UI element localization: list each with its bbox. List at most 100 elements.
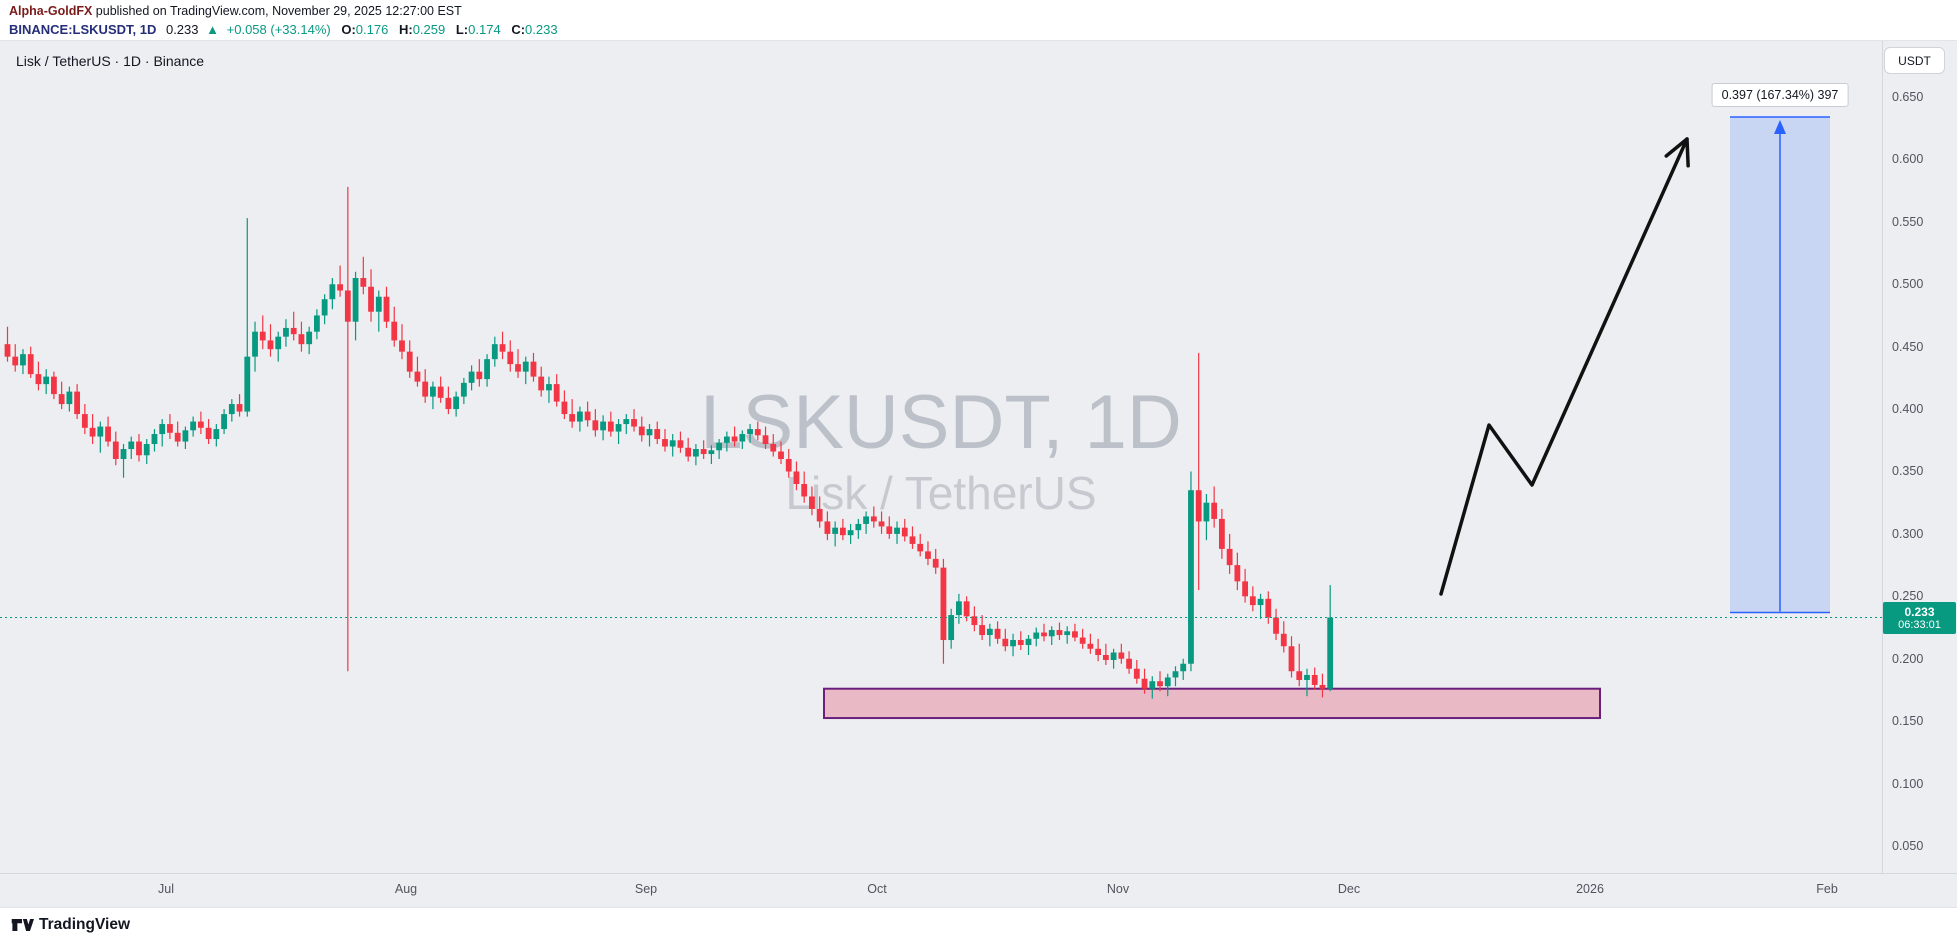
candle <box>677 431 684 453</box>
candle <box>236 394 243 417</box>
candle <box>4 326 11 362</box>
bar-countdown: 06:33:01 <box>1898 618 1941 631</box>
range-arrowhead-icon <box>1774 119 1786 134</box>
candle <box>1010 633 1016 657</box>
candle <box>437 376 444 403</box>
candle <box>747 424 753 443</box>
candle <box>522 356 529 385</box>
candle <box>1133 659 1140 684</box>
candle <box>375 290 382 332</box>
candle <box>337 265 344 297</box>
price-range-label: 0.397 (167.34%) 397 <box>1711 83 1849 107</box>
candle <box>1118 643 1125 664</box>
candle <box>863 511 869 534</box>
candle <box>1195 352 1202 591</box>
time-axis-label: 2026 <box>1576 882 1604 896</box>
candle <box>1002 628 1009 652</box>
price-tick: 0.100 <box>1892 776 1924 791</box>
publisher-name: Alpha-GoldFX <box>9 4 93 18</box>
candle <box>20 349 26 375</box>
candle <box>213 424 220 447</box>
candle <box>1296 643 1303 687</box>
price-tick: 0.350 <box>1892 464 1924 479</box>
candle <box>1257 593 1264 619</box>
candle <box>546 376 552 403</box>
candle <box>507 340 514 372</box>
price-tick: 0.650 <box>1892 90 1924 104</box>
candle <box>855 518 862 539</box>
candle <box>244 218 251 417</box>
low-label: L: <box>455 22 469 37</box>
candle <box>1102 643 1109 665</box>
candle <box>584 401 591 427</box>
symbol-name: BINANCE:LSKUSDT, 1D <box>9 22 157 37</box>
candle <box>700 440 707 460</box>
candle <box>569 399 576 428</box>
candle <box>1280 621 1287 653</box>
time-axis[interactable]: Jul Aug Sep Oct Nov Dec 2026 Feb <box>0 873 1957 907</box>
candle <box>1234 552 1241 591</box>
candle <box>267 324 274 357</box>
price-axis[interactable]: 0.650 0.600 0.550 0.500 0.450 0.400 0.350 0.300… <box>1882 41 1957 873</box>
candle <box>1033 627 1040 647</box>
candle <box>228 399 235 422</box>
candle <box>120 444 127 478</box>
tradingview-logo[interactable]: TradingView <box>10 913 130 937</box>
candle <box>290 311 297 341</box>
candle <box>306 326 313 355</box>
candle <box>1072 623 1078 642</box>
candle <box>1311 667 1318 690</box>
candle <box>816 496 823 528</box>
candle <box>1095 638 1102 662</box>
publisher-row: Alpha-GoldFX published on TradingView.co… <box>9 4 1957 19</box>
close-value: 0.233 <box>525 22 558 37</box>
candle <box>368 269 374 322</box>
candle <box>344 186 351 672</box>
candle <box>1172 666 1179 687</box>
candle <box>1064 626 1071 644</box>
candle <box>391 306 398 347</box>
currency-button[interactable]: USDT <box>1884 47 1945 74</box>
candle <box>600 415 606 441</box>
candle <box>878 511 885 534</box>
price-tick: 0.550 <box>1892 214 1924 229</box>
candle <box>174 421 181 447</box>
candle <box>1056 622 1063 641</box>
candle <box>453 391 460 417</box>
candle <box>638 416 645 442</box>
candle <box>1164 673 1171 697</box>
candle <box>662 429 668 452</box>
price-tick: 0.450 <box>1892 339 1924 354</box>
candle <box>1226 533 1233 574</box>
candle <box>785 449 792 478</box>
price-tick: 0.250 <box>1892 589 1924 604</box>
candle <box>352 271 359 341</box>
candle <box>847 523 854 544</box>
candle <box>940 558 947 664</box>
candle <box>445 386 452 415</box>
candle <box>422 369 429 403</box>
trend-arrow[interactable] <box>1439 137 1690 596</box>
price-range-tool[interactable] <box>1730 116 1830 614</box>
candle <box>476 359 483 387</box>
candle <box>105 416 111 447</box>
candle <box>484 354 490 387</box>
candle <box>623 414 630 435</box>
candle <box>182 426 189 450</box>
candle <box>27 346 34 378</box>
candle <box>97 421 104 453</box>
high-label: H: <box>398 22 413 37</box>
candle <box>252 321 258 372</box>
candle <box>654 421 661 445</box>
candle <box>1025 635 1032 656</box>
candle <box>406 340 413 378</box>
price-tick: 0.300 <box>1892 526 1924 541</box>
candle <box>12 344 19 372</box>
candle <box>561 390 568 420</box>
candle <box>1211 486 1218 528</box>
candle <box>793 461 800 491</box>
candle <box>925 541 931 566</box>
price-tick: 0.500 <box>1892 277 1924 292</box>
low-value: 0.174 <box>468 22 501 37</box>
candle <box>693 444 699 466</box>
